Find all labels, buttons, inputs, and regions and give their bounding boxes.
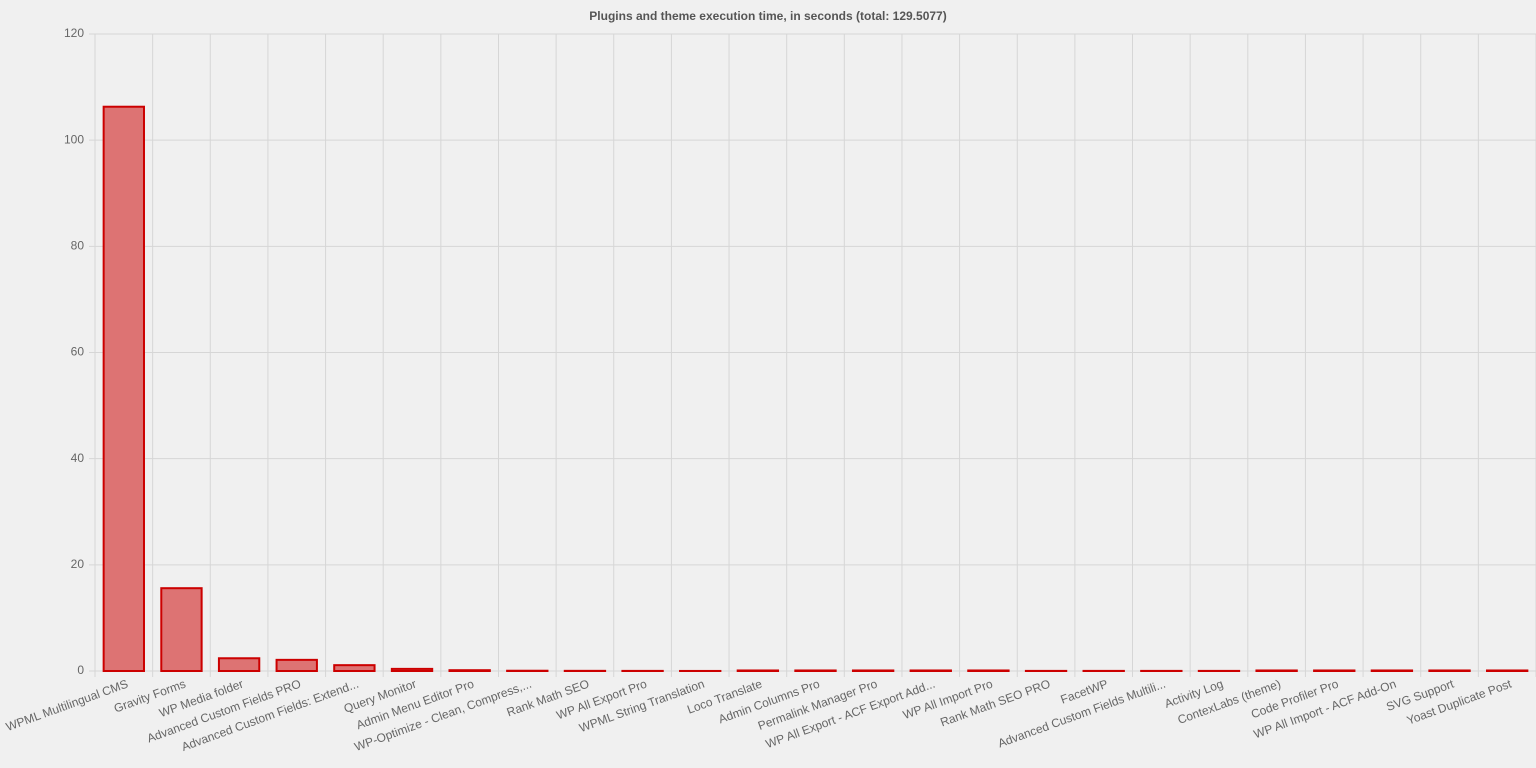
- y-tick-label: 0: [77, 663, 84, 677]
- bar: [160, 587, 203, 672]
- bar: [1313, 669, 1356, 673]
- x-tick-label: WPML Multilingual CMS: [4, 677, 130, 734]
- chart-title: Plugins and theme execution time, in sec…: [589, 9, 946, 23]
- y-tick-label: 60: [71, 345, 85, 359]
- y-tick-label: 120: [64, 26, 84, 40]
- bar: [333, 664, 376, 672]
- bar: [1370, 669, 1414, 673]
- y-tick-label: 80: [71, 239, 85, 253]
- bar: [967, 669, 1010, 673]
- bar: [102, 105, 145, 672]
- bar: [851, 669, 895, 673]
- bar: [390, 667, 434, 672]
- bar: [736, 669, 780, 673]
- bar: [275, 658, 318, 672]
- bar: [1486, 669, 1529, 673]
- bar: [217, 657, 261, 673]
- bar: [909, 669, 952, 673]
- y-tick-label: 40: [71, 451, 85, 465]
- bar: [1255, 669, 1298, 673]
- bar: [448, 669, 491, 672]
- bar: [794, 669, 837, 673]
- bar: [1428, 669, 1471, 673]
- y-tick-label: 100: [64, 132, 84, 146]
- y-tick-label: 20: [71, 557, 85, 571]
